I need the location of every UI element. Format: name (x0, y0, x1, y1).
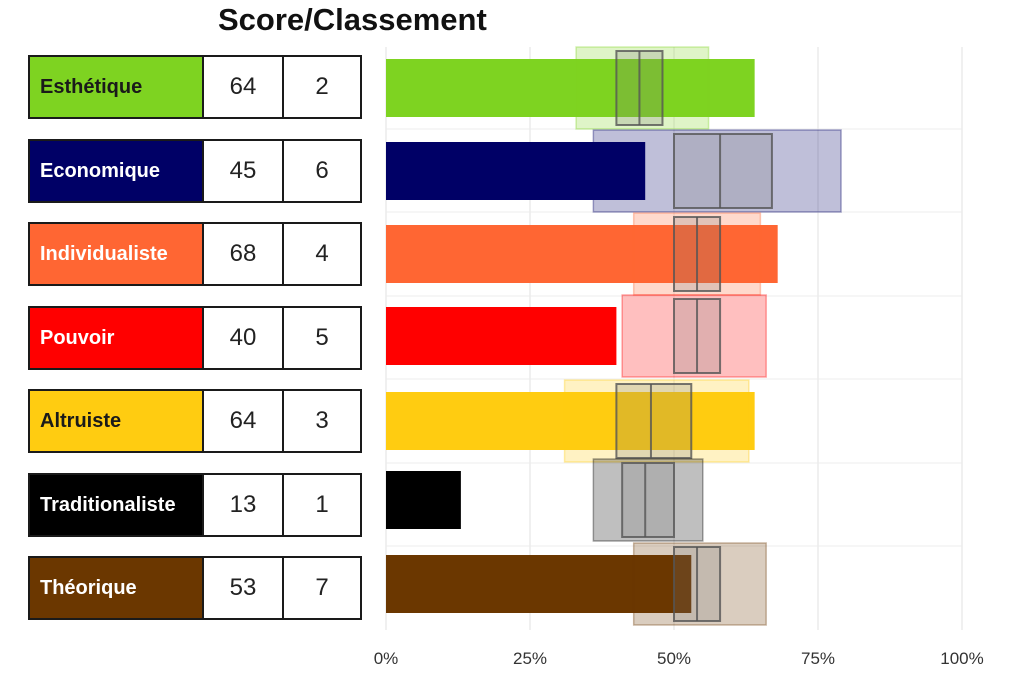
score-value: 40 (202, 306, 284, 370)
score-value: 68 (202, 222, 284, 286)
norm-range (575, 46, 710, 130)
score-value: 45 (202, 139, 284, 203)
rank-value: 2 (282, 55, 362, 119)
category-name: Individualiste (28, 222, 204, 286)
category-name: Pouvoir (28, 306, 204, 370)
bar (386, 225, 778, 283)
chart-title: Score/Classement (218, 2, 487, 37)
category-name: Altruiste (28, 389, 204, 453)
x-tick-label: 50% (657, 649, 691, 668)
rank-value: 1 (282, 473, 362, 537)
category-name: Esthétique (28, 55, 204, 119)
table-row: Altruiste 64 3 (28, 389, 362, 453)
table-row: Economique 45 6 (28, 139, 362, 203)
bar (386, 555, 692, 613)
x-tick-label: 100% (940, 649, 983, 668)
x-tick-label: 0% (374, 649, 399, 668)
bar (386, 392, 755, 450)
norm-box (621, 462, 675, 538)
table-row: Esthétique 64 2 (28, 55, 362, 119)
rank-value: 3 (282, 389, 362, 453)
rank-value: 4 (282, 222, 362, 286)
rank-value: 7 (282, 556, 362, 620)
norm-box (615, 383, 693, 459)
bar (386, 307, 617, 365)
norm-range (592, 129, 842, 213)
rank-value: 5 (282, 306, 362, 370)
bar (386, 59, 755, 117)
bar (386, 471, 461, 529)
table-row: Individualiste 68 4 (28, 222, 362, 286)
bar (386, 142, 646, 200)
score-value: 53 (202, 556, 284, 620)
table-row: Théorique 53 7 (28, 556, 362, 620)
x-tick-label: 25% (513, 649, 547, 668)
norm-range (632, 542, 767, 626)
norm-range (563, 379, 750, 463)
table-row: Pouvoir 40 5 (28, 306, 362, 370)
score-value: 13 (202, 473, 284, 537)
score-value: 64 (202, 389, 284, 453)
rank-value: 6 (282, 139, 362, 203)
x-tick-label: 75% (801, 649, 835, 668)
table-row: Traditionaliste 13 1 (28, 473, 362, 537)
norm-range (621, 294, 767, 378)
norm-box (673, 133, 773, 209)
norm-range (592, 458, 704, 542)
category-name: Economique (28, 139, 204, 203)
